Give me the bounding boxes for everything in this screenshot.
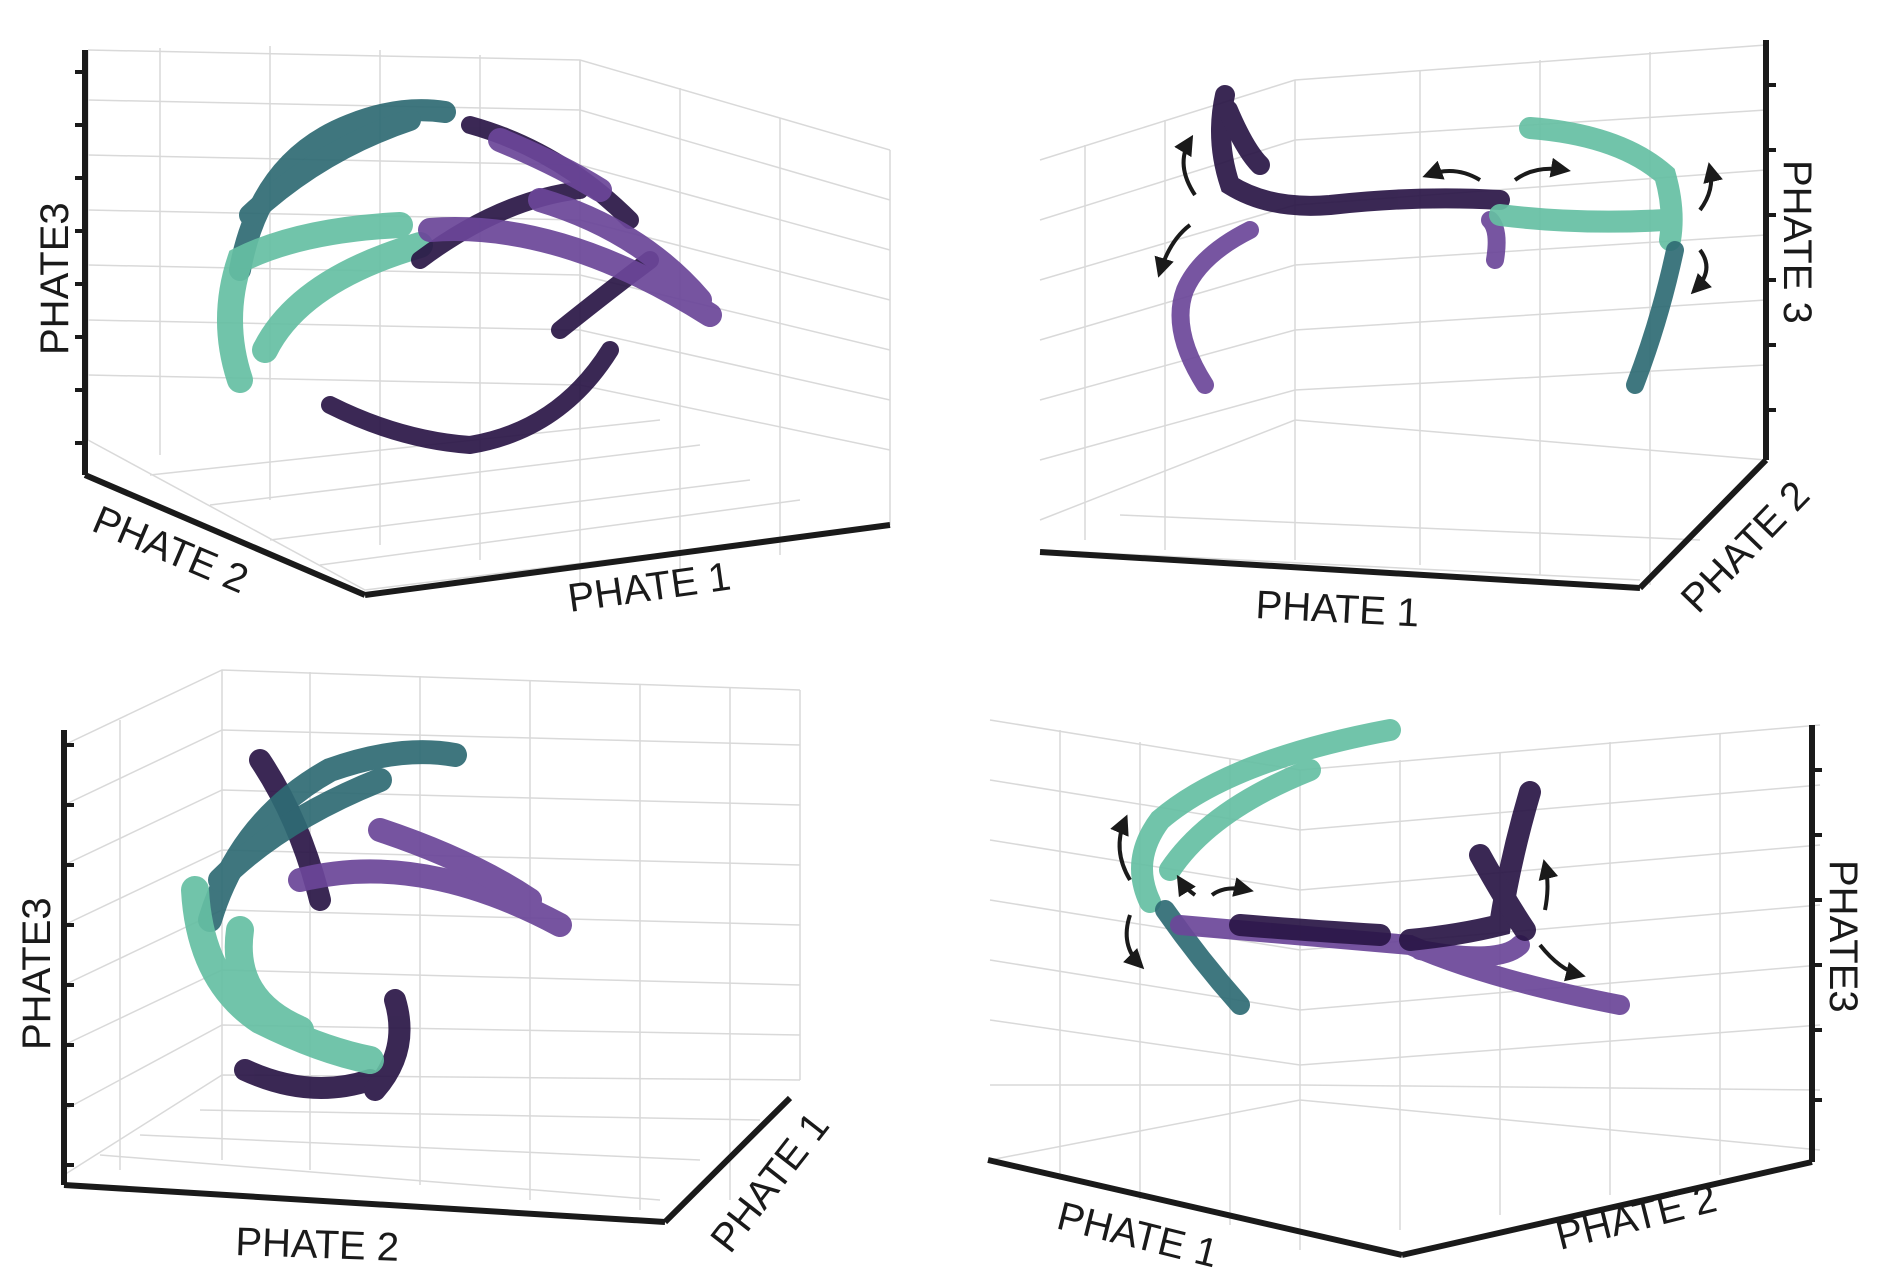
points-purple	[1171, 211, 1506, 394]
points-dark	[1229, 781, 1541, 951]
grid-lines	[989, 719, 1821, 1250]
panel-bottom-right: PHATE 1 PHATE 2 PHATE3	[987, 719, 1865, 1276]
z-ticks	[1766, 83, 1776, 412]
axis-label-phate1: PHATE 1	[702, 1104, 837, 1260]
axes	[1039, 40, 1769, 591]
panel-bottom-left: PHATE 2 PHATE 1 PHATE3	[15, 669, 838, 1270]
points-purple	[418, 128, 722, 327]
grid-lines	[63, 669, 801, 1210]
axes	[987, 725, 1815, 1258]
axis-label-phate2: PHATE 2	[1673, 473, 1818, 621]
axis-label-phate2: PHATE 2	[235, 1220, 400, 1270]
points-teal-light	[1489, 117, 1683, 251]
axis-label-phate3: PHATE3	[1821, 860, 1865, 1013]
axis-label-phate1: PHATE 1	[1255, 583, 1421, 636]
z-ticks	[1812, 768, 1822, 1102]
points-teal-dark	[1626, 241, 1684, 394]
points-purple	[288, 818, 572, 937]
points-teal-light	[181, 876, 384, 1074]
points-dark	[321, 116, 659, 455]
points-teal-light	[1131, 719, 1401, 913]
axis-label-phate3: PHATE 3	[1775, 160, 1819, 324]
panel-top-left: PHATE 1 PHATE 2 PHATE3	[33, 46, 891, 621]
axes	[82, 50, 891, 598]
z-ticks	[75, 70, 85, 445]
points-teal-dark	[198, 740, 467, 932]
z-ticks	[64, 743, 74, 1167]
points-teal-dark	[229, 99, 456, 281]
panel-top-right: PHATE 1 PHATE 2 PHATE 3	[1039, 40, 1819, 636]
axis-label-phate3: PHATE3	[15, 897, 59, 1050]
branch-arrows	[1110, 814, 1586, 982]
points-dark	[1211, 85, 1510, 216]
points-teal-light	[217, 212, 433, 393]
branch-arrows	[1154, 134, 1723, 295]
axis-label-phate2: PHATE 2	[1552, 1176, 1722, 1258]
axis-label-phate3: PHATE3	[33, 202, 77, 355]
